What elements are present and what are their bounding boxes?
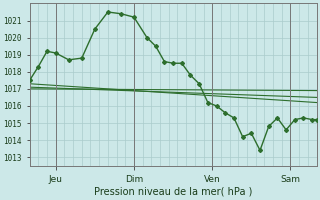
X-axis label: Pression niveau de la mer( hPa ): Pression niveau de la mer( hPa ) xyxy=(94,187,252,197)
